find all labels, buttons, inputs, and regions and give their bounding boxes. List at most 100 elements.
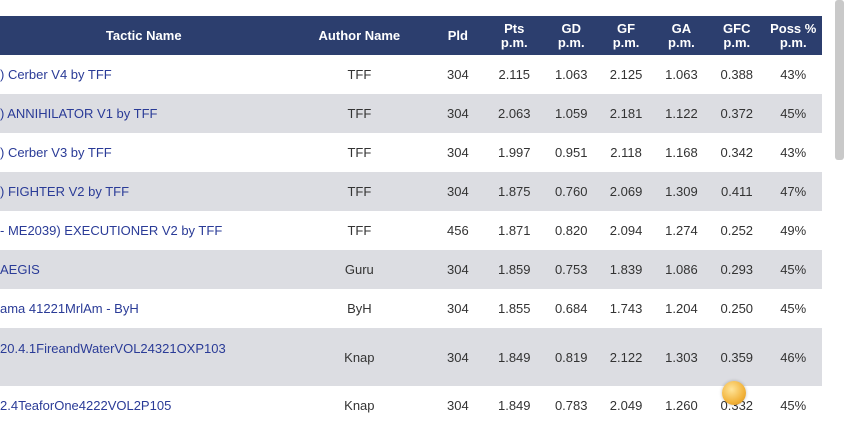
- tactic-name-cell: AEGIS: [0, 250, 287, 289]
- ga-cell: 1.309: [665, 184, 698, 199]
- gd-cell: 0.684: [554, 301, 588, 316]
- column-header[interactable]: Tactic Name: [0, 16, 287, 55]
- pld-cell: 304: [446, 106, 469, 121]
- gf-cell: 2.181: [609, 106, 643, 121]
- gd-cell: 0.819: [554, 349, 588, 365]
- author-cell: TFF: [347, 145, 372, 160]
- gfc-cell: 0.252: [720, 223, 754, 238]
- gfc-cell: 0.293: [720, 262, 754, 277]
- poss-cell: 46%: [780, 349, 807, 365]
- poss-cell: 43%: [780, 67, 807, 82]
- pts-cell: 1.849: [497, 349, 531, 365]
- column-header[interactable]: Pld: [431, 16, 484, 55]
- author-cell: TFF: [347, 67, 372, 82]
- gfc-cell: 0.359: [720, 349, 754, 365]
- table-row: ) ANNIHILATOR V1 by TFF TFF 304 2.063 1.059 2…: [0, 94, 822, 133]
- gf-cell: 2.125: [609, 67, 643, 82]
- tactic-name-cell: - ME2039) EXECUTIONER V2 by TFF: [0, 211, 287, 250]
- scrollbar-thumb[interactable]: [835, 0, 844, 160]
- column-header[interactable]: GD p.m.: [544, 16, 598, 55]
- gd-cell: 1.063: [554, 67, 588, 82]
- column-header-label: Pld: [447, 27, 468, 43]
- ga-cell: 1.303: [665, 349, 698, 365]
- author-cell: Knap: [344, 398, 375, 413]
- pts-cell: 1.849: [497, 398, 531, 413]
- pts-cell: 2.063: [497, 106, 531, 121]
- gd-cell: 0.820: [554, 223, 588, 238]
- table-row: ) Cerber V3 by TFF TFF 304 1.997 0.951 2.118 1…: [0, 133, 822, 172]
- tactic-link[interactable]: ) ANNIHILATOR V1 by TFF: [0, 106, 158, 121]
- gf-cell: 2.069: [609, 184, 643, 199]
- column-header-label: GA: [671, 20, 692, 36]
- gd-cell: 1.059: [554, 106, 588, 121]
- ga-cell: 1.122: [665, 106, 698, 121]
- pld-cell: 304: [446, 145, 469, 160]
- ga-cell: 1.063: [665, 67, 698, 82]
- pts-cell: 1.875: [497, 184, 531, 199]
- tactic-link[interactable]: ) Cerber V3 by TFF: [0, 145, 112, 160]
- tactic-name-cell: ) Cerber V4 by TFF: [0, 55, 287, 94]
- column-header[interactable]: GA p.m.: [654, 16, 709, 55]
- tactics-table: Tactic Name Author Name Pld Pts p.m. GD p.m. GF…: [0, 16, 822, 425]
- column-header-unit: p.m.: [779, 34, 807, 50]
- ga-cell: 1.274: [665, 223, 698, 238]
- column-header[interactable]: GFC p.m.: [709, 16, 764, 55]
- column-header[interactable]: Poss % p.m.: [764, 16, 822, 55]
- poss-cell: 47%: [780, 184, 807, 199]
- tactic-link[interactable]: 2.4TeaforOne4222VOL2P105: [0, 398, 172, 413]
- column-header-label: GF: [617, 20, 636, 36]
- tactic-link[interactable]: 20.4.1FireandWaterVOL24321OXP103: [0, 341, 226, 356]
- table-header: Tactic Name Author Name Pld Pts p.m. GD p.m. GF…: [0, 16, 822, 55]
- column-header-unit: p.m.: [723, 34, 751, 50]
- table-row: ) FIGHTER V2 by TFF TFF 304 1.875 0.760 2.069…: [0, 172, 822, 211]
- gf-cell: 2.122: [609, 349, 643, 365]
- poss-cell: 45%: [780, 301, 807, 316]
- column-header-unit: p.m.: [557, 34, 585, 50]
- column-header-unit: p.m.: [500, 34, 528, 50]
- gfc-cell: 0.372: [720, 106, 754, 121]
- author-cell: Knap: [344, 349, 375, 365]
- column-header-label: Poss %: [770, 20, 817, 36]
- pts-cell: 1.997: [497, 145, 531, 160]
- poss-cell: 45%: [780, 106, 807, 121]
- author-cell: TFF: [347, 106, 372, 121]
- ga-cell: 1.204: [665, 301, 698, 316]
- tactic-link[interactable]: - ME2039) EXECUTIONER V2 by TFF: [0, 223, 223, 238]
- table-row: 20.4.1FireandWaterVOL24321OXP103 Knap 304 1…: [0, 328, 822, 386]
- table-row: - ME2039) EXECUTIONER V2 by TFF TFF 456 1.8…: [0, 211, 822, 250]
- poss-cell: 49%: [780, 223, 807, 238]
- tactic-link[interactable]: ) Cerber V4 by TFF: [0, 67, 112, 82]
- pld-cell: 456: [446, 223, 469, 238]
- column-header[interactable]: GF p.m.: [598, 16, 653, 55]
- gfc-cell: 0.411: [720, 184, 753, 199]
- gf-cell: 2.118: [610, 145, 642, 160]
- poss-cell: 45%: [780, 398, 807, 413]
- gf-cell: 1.839: [609, 262, 643, 277]
- tactic-link[interactable]: ama 41221MrlAm - ByH: [0, 301, 139, 316]
- tactic-link[interactable]: ) FIGHTER V2 by TFF: [0, 184, 130, 199]
- tactic-name-cell: ) FIGHTER V2 by TFF: [0, 172, 287, 211]
- gf-cell: 1.743: [609, 301, 643, 316]
- tactic-name-cell: ) Cerber V3 by TFF: [0, 133, 287, 172]
- table-row: ) Cerber V4 by TFF TFF 304 2.115 1.063 2.125 1…: [0, 55, 822, 94]
- gfc-cell: 0.388: [720, 67, 754, 82]
- tactic-link[interactable]: AEGIS: [0, 262, 40, 277]
- table-body: ) Cerber V4 by TFF TFF 304 2.115 1.063 2.125 1…: [0, 55, 822, 425]
- pts-cell: 1.855: [497, 301, 531, 316]
- column-header-label: Author Name: [318, 27, 401, 43]
- tactic-name-cell: ) ANNIHILATOR V1 by TFF: [0, 94, 287, 133]
- pts-cell: 1.871: [497, 223, 531, 238]
- table-row: ama 41221MrlAm - ByH ByH 304 1.855 0.684 1.74…: [0, 289, 822, 328]
- poss-cell: 43%: [780, 145, 807, 160]
- tactic-name-cell: ama 41221MrlAm - ByH: [0, 289, 287, 328]
- column-header-unit: p.m.: [668, 34, 695, 50]
- pld-cell: 304: [446, 398, 469, 413]
- vertical-scrollbar[interactable]: [822, 0, 847, 416]
- ga-cell: 1.260: [665, 398, 698, 413]
- pld-cell: 304: [446, 301, 469, 316]
- column-header-label: GFC: [723, 20, 751, 36]
- column-header-label: Pts: [504, 20, 525, 36]
- column-header[interactable]: Author Name: [287, 16, 431, 55]
- column-header[interactable]: Pts p.m.: [484, 16, 544, 55]
- ga-cell: 1.168: [665, 145, 698, 160]
